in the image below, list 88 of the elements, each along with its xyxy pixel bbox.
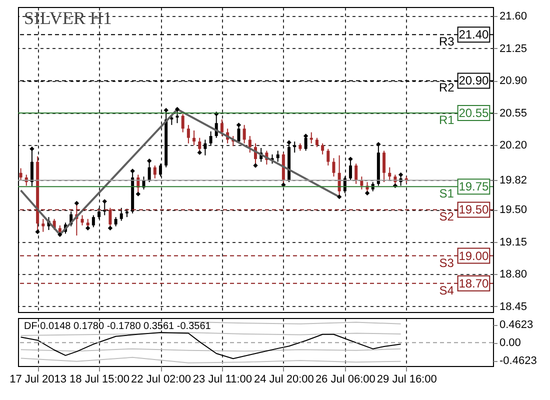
point	[348, 156, 353, 162]
annotation: 19.75	[458, 180, 490, 194]
point	[253, 163, 258, 168]
point	[236, 122, 242, 128]
chart-title: DF 0.0148 0.1780 -0.1780 0.3561 -0.3561	[24, 321, 212, 332]
ref-line-label: S2	[439, 210, 454, 224]
point	[35, 229, 40, 234]
point	[130, 168, 135, 174]
candlestick	[114, 216, 118, 227]
candlestick	[220, 118, 224, 137]
y-tick-label: -0.4623	[500, 355, 537, 368]
candlestick	[332, 158, 336, 178]
x-tick-label: 26 Jul 06:00	[315, 374, 376, 386]
candlestick	[360, 176, 364, 190]
point	[364, 190, 370, 196]
line-series	[20, 108, 340, 236]
candlestick	[354, 163, 358, 184]
point	[74, 200, 80, 206]
candlestick	[181, 113, 184, 133]
point	[102, 199, 107, 204]
y-tick-label: 0.4623	[500, 319, 534, 332]
candlestick	[304, 136, 308, 152]
y-tick-label: 21.60	[500, 10, 528, 23]
annotation: 19.00	[458, 248, 490, 263]
x-tick-label: 22 Jul 02:00	[131, 374, 191, 386]
x-tick-label: 17 Jul 2013	[10, 374, 67, 386]
annotation: 20.90	[458, 74, 490, 88]
y-tick-label: 18.45	[500, 300, 528, 313]
ref-line-label: S4	[439, 283, 454, 298]
point	[136, 192, 140, 196]
candlestick	[108, 207, 112, 229]
candlestick	[42, 218, 45, 232]
candlestick	[326, 148, 330, 166]
x-tick-label: 23 Jul 11:00	[192, 374, 252, 386]
candlestick	[315, 137, 318, 148]
y-tick-label: 18.80	[500, 268, 528, 281]
candlestick	[349, 158, 352, 181]
point	[30, 146, 34, 152]
point	[164, 108, 168, 113]
y-tick-label: 19.15	[500, 236, 528, 248]
candlestick	[338, 154, 341, 198]
candlestick	[153, 164, 156, 179]
candlestick	[276, 150, 280, 162]
candlestick	[186, 124, 190, 144]
ref-line-label: S3	[439, 256, 454, 270]
point	[286, 140, 292, 145]
annotation: 20.55	[458, 106, 490, 120]
candlestick	[80, 214, 84, 226]
candlestick	[242, 124, 246, 144]
candlestick	[58, 224, 62, 236]
y-tick-label: 0.00	[500, 337, 521, 350]
candlestick	[321, 142, 324, 155]
y-tick-label: 21.25	[500, 42, 528, 55]
point	[336, 194, 342, 200]
annotation: 18.70	[458, 276, 490, 290]
y-tick-label: 20.20	[500, 140, 528, 152]
x-tick-label: 18 Jul 15:00	[70, 374, 130, 386]
y-tick-label: 20.55	[500, 107, 528, 120]
point	[174, 106, 180, 112]
candlestick	[192, 130, 196, 146]
point	[86, 226, 90, 230]
candlestick	[170, 115, 174, 126]
candlestick	[92, 214, 95, 228]
point	[146, 158, 152, 164]
candlestick	[19, 168, 22, 181]
annotation: 21.40	[458, 28, 490, 42]
candlestick	[382, 150, 386, 183]
annotation: 19.50	[458, 202, 490, 217]
x-tick-label: 24 Jul 20:00	[254, 374, 314, 386]
candlestick	[388, 166, 392, 181]
point	[303, 134, 308, 138]
x-tick-label: 29 Jul 16:00	[376, 374, 437, 386]
point	[376, 142, 381, 147]
ref-line-label: R3	[438, 34, 455, 49]
y-tick-label: 19.82	[500, 174, 528, 187]
ref-line-label: S1	[439, 186, 454, 201]
point	[108, 226, 113, 230]
point	[197, 150, 202, 155]
point	[398, 172, 404, 178]
ref-line-label: R2	[438, 80, 455, 95]
ref-line-label: R1	[438, 112, 455, 127]
candlestick	[248, 136, 252, 154]
candlestick	[198, 137, 202, 154]
y-tick-label: 19.50	[500, 204, 528, 216]
candlestick	[86, 218, 90, 229]
y-tick-label: 20.90	[500, 75, 528, 88]
chart-title: SILVER H1	[24, 8, 112, 28]
point	[58, 232, 62, 237]
